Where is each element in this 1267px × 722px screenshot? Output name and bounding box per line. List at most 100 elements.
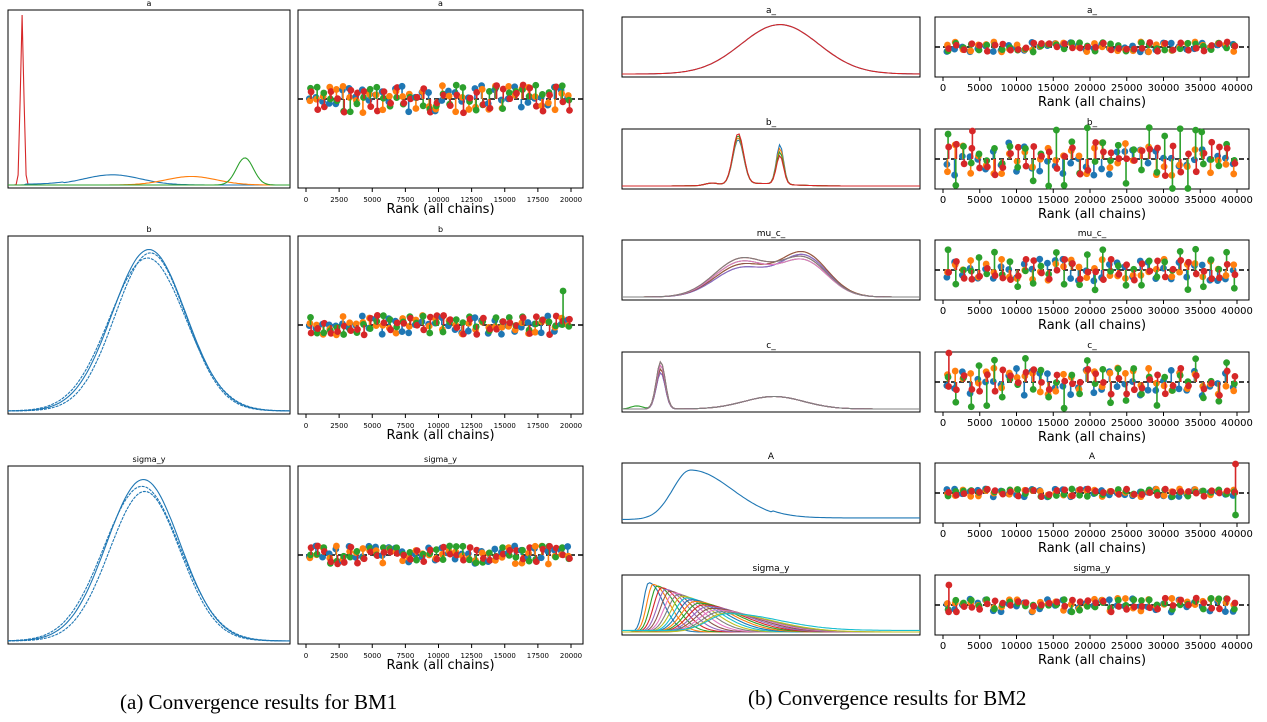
rank-point: [1223, 44, 1230, 52]
rank-point: [360, 88, 368, 95]
rank-point: [432, 546, 440, 554]
rank-point: [333, 542, 340, 550]
rank-point: [1192, 245, 1200, 253]
rank-point: [1107, 267, 1114, 275]
rank-point: [1083, 274, 1091, 281]
rank-point: [976, 387, 984, 395]
rank-point: [1161, 594, 1169, 602]
rank-point: [1192, 126, 1200, 134]
rank-point: [551, 106, 559, 114]
rank-point: [499, 85, 507, 93]
rank-point: [1130, 265, 1138, 273]
rank-point: [1029, 177, 1037, 185]
rank-point: [1061, 486, 1069, 494]
rank-point: [1013, 365, 1020, 372]
rank-point: [1076, 39, 1083, 47]
rank-point: [460, 109, 467, 117]
rank-point: [1122, 140, 1129, 147]
rank-point: [1030, 257, 1038, 265]
rank-point: [492, 314, 500, 322]
x-tick-label: 35000: [1184, 83, 1216, 94]
rank-point: [354, 559, 361, 567]
rank-point: [1076, 390, 1083, 398]
x-tick-label: 25000: [1111, 641, 1143, 652]
rank-point: [1052, 492, 1060, 499]
rank-point: [945, 608, 953, 616]
rank-point: [419, 312, 427, 320]
rank-point: [1169, 142, 1177, 150]
rank-point: [478, 549, 486, 557]
rank-point: [1130, 146, 1138, 154]
rank-point: [400, 99, 408, 107]
rank-point: [498, 330, 505, 338]
rank-point: [1130, 365, 1138, 372]
posterior-curve: [622, 258, 920, 298]
rank-point: [340, 331, 348, 338]
x-tick-label: 5000: [967, 641, 992, 652]
rank-spike-point: [1198, 128, 1206, 136]
x-tick-label: 12500: [460, 422, 482, 430]
rank-point: [1152, 386, 1160, 394]
rank-point: [1168, 273, 1176, 281]
rank-point: [1107, 149, 1115, 157]
rank-point: [1061, 40, 1069, 48]
rank-point: [1083, 124, 1091, 132]
rank-point: [998, 170, 1006, 177]
rank-point: [1167, 39, 1175, 47]
rank-point: [472, 106, 480, 114]
rank-point: [486, 104, 494, 112]
rank-point: [1068, 138, 1076, 146]
rank-point: [1207, 156, 1215, 163]
rank-point: [1146, 489, 1154, 496]
rank-point: [1084, 268, 1092, 276]
rank-point: [347, 86, 355, 94]
rank-point: [445, 87, 452, 95]
rank-point: [1138, 597, 1145, 604]
posterior-plot-frame: [621, 239, 921, 301]
rank-point: [1022, 369, 1030, 376]
rank-point: [983, 163, 991, 171]
rank-point: [1091, 380, 1099, 388]
rank-point: [531, 328, 539, 336]
x-tick-label: 20000: [560, 196, 582, 204]
rank-point: [334, 328, 342, 335]
rank-point: [1068, 485, 1076, 493]
rank-point: [506, 95, 514, 103]
rank-point: [1183, 273, 1191, 281]
posterior-curve: [622, 24, 920, 75]
panel-title: b_: [766, 118, 777, 128]
rank-point: [1146, 376, 1154, 383]
rank-point: [1192, 168, 1200, 176]
rank-point: [1091, 286, 1099, 294]
rank-point: [1115, 270, 1123, 278]
rank-point: [953, 258, 960, 265]
rank-point: [991, 387, 999, 395]
panel-title: a_: [766, 6, 777, 16]
rank-point: [1069, 596, 1076, 604]
rank-point: [387, 99, 395, 107]
posterior-curve: [622, 250, 920, 298]
rank-point: [1146, 267, 1154, 275]
rank-point: [1030, 602, 1038, 610]
x-tick-label: 12500: [460, 196, 482, 204]
rank-point: [991, 356, 998, 364]
rank-point: [406, 549, 414, 556]
rank-point: [1215, 162, 1223, 170]
x-tick-label: 20000: [1074, 195, 1106, 206]
rank-point: [1038, 269, 1045, 277]
rank-point: [1053, 598, 1061, 606]
rank-point: [1052, 379, 1060, 386]
rank-point: [1014, 486, 1022, 493]
posterior-plot-frame: [621, 128, 921, 190]
rank-point: [532, 313, 540, 321]
rank-point: [433, 555, 441, 563]
rank-point: [446, 550, 454, 558]
x-tick-label: 0: [940, 195, 946, 206]
rank-point: [1075, 263, 1083, 271]
rank-point: [944, 373, 952, 381]
rank-point: [1037, 262, 1045, 270]
posterior-curve: [8, 490, 290, 642]
rank-point: [545, 560, 552, 568]
rank-point: [359, 545, 367, 552]
x-tick-label: 10000: [427, 422, 449, 430]
